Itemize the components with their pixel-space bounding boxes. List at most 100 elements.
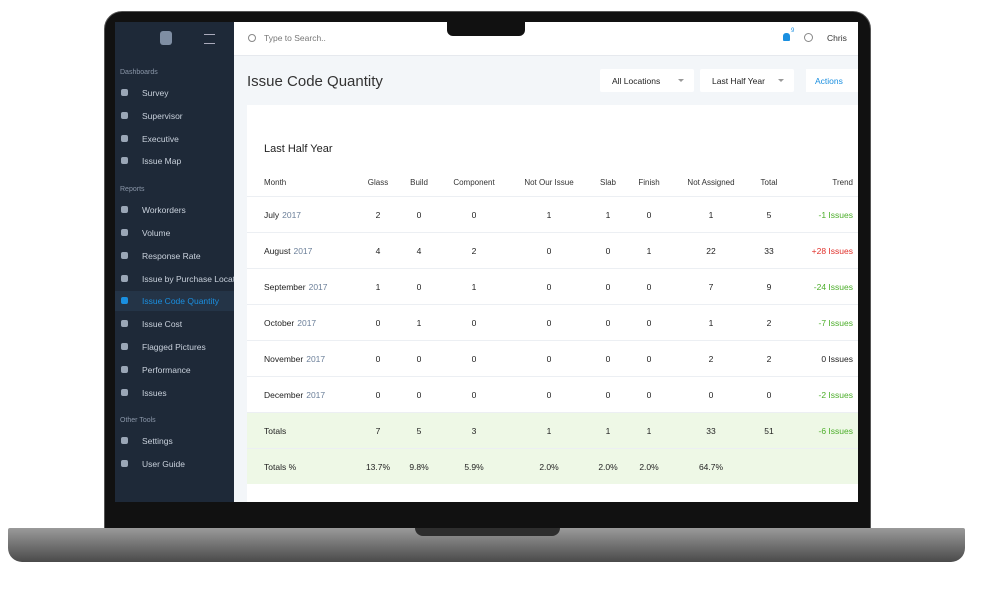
month-name: November xyxy=(264,354,304,364)
month-cell: November 2017 xyxy=(264,354,325,364)
page-title: Issue Code Quantity xyxy=(247,73,383,90)
table-title: Last Half Year xyxy=(264,143,333,155)
filter-dropdown[interactable]: Last Half Year xyxy=(700,69,794,92)
nav-item[interactable]: Performance xyxy=(142,364,191,375)
nav-icon xyxy=(121,297,128,305)
cell: 0 xyxy=(416,390,422,400)
row-label: Totals % xyxy=(264,462,297,472)
cell: 0 xyxy=(416,210,422,220)
cell: 2 xyxy=(766,354,772,364)
actions-label: Actions xyxy=(815,76,843,86)
cell: 1 xyxy=(375,282,381,292)
cell: 0 xyxy=(605,390,611,400)
month-name: August xyxy=(264,246,291,256)
cell: 51 xyxy=(764,426,774,436)
cell: 0 xyxy=(646,390,652,400)
filter-label: Last Half Year xyxy=(712,76,765,86)
nav-item[interactable]: Volume xyxy=(142,228,171,238)
cell: 0 xyxy=(546,246,552,256)
trend-cell: -6 Issues xyxy=(818,426,854,436)
cell: 1 xyxy=(708,210,714,220)
trend-cell: 0 Issues xyxy=(821,354,853,364)
cell: 4 xyxy=(416,246,422,256)
top-bar: Type to Search.. 9 Chris xyxy=(234,22,858,56)
column-header: Component xyxy=(453,178,495,187)
nav-item[interactable]: Survey xyxy=(142,88,169,98)
row-divider xyxy=(247,268,858,269)
cell: 0 xyxy=(546,318,552,328)
cell: 1 xyxy=(546,210,552,220)
month-cell: December 2017 xyxy=(264,390,325,400)
nav-item[interactable]: Executive xyxy=(142,133,179,144)
cell: 33 xyxy=(706,426,716,436)
cell: 1 xyxy=(646,426,652,436)
month-year: 2017 xyxy=(308,282,328,292)
nav-item[interactable]: Flagged Pictures xyxy=(142,342,206,352)
nav-icon xyxy=(121,460,128,468)
cell: 0 xyxy=(471,210,477,220)
row-divider xyxy=(247,196,858,197)
table-card: Last Half Year Month Glass Build Component No… xyxy=(247,105,858,502)
row-divider xyxy=(247,376,858,377)
actions-button[interactable]: Actions xyxy=(806,69,858,92)
trend-cell: -24 Issues xyxy=(813,282,853,292)
row-divider xyxy=(247,304,858,305)
cell: 2 xyxy=(471,246,477,256)
cell: 0 xyxy=(708,390,714,400)
month-cell: September 2017 xyxy=(264,282,328,292)
cell: 0 xyxy=(416,282,422,292)
screen: Dashboards Survey Supervisor Executive Issue… xyxy=(115,22,858,502)
cell: 0 xyxy=(546,282,552,292)
cell: 0 xyxy=(605,246,611,256)
cell: 7 xyxy=(375,426,381,436)
cell: 0 xyxy=(605,282,611,292)
search-input[interactable]: Type to Search.. xyxy=(264,33,326,43)
trend-cell: -1 Issues xyxy=(818,210,854,220)
nav-icon xyxy=(121,206,128,214)
cell: 1 xyxy=(471,282,477,292)
menu-toggle[interactable] xyxy=(204,34,215,44)
cell: 7 xyxy=(708,282,714,292)
bell-icon[interactable] xyxy=(783,33,790,41)
trend-cell: -7 Issues xyxy=(818,318,854,328)
nav-item[interactable]: Issue by Purchase Locat xyxy=(142,273,234,284)
cell: 0 xyxy=(646,354,652,364)
cell: 0 xyxy=(375,318,381,328)
user-name[interactable]: Chris xyxy=(827,33,847,43)
nav-item[interactable]: Issue Cost xyxy=(142,319,183,330)
sidebar: Dashboards Survey Supervisor Executive Issue… xyxy=(115,22,234,502)
nav-icon xyxy=(121,251,128,259)
cell: 5 xyxy=(766,210,772,220)
nav-icon xyxy=(121,388,128,396)
nav-item[interactable]: Issues xyxy=(142,387,167,398)
logo xyxy=(160,31,172,45)
nav-icon xyxy=(121,437,128,445)
row-divider xyxy=(247,448,858,449)
dropdown-caret xyxy=(778,79,784,82)
nav-icon xyxy=(121,89,128,96)
cell: 0 xyxy=(646,282,652,292)
cell: 1 xyxy=(646,246,652,256)
cell: 22 xyxy=(706,246,716,256)
base-notch xyxy=(415,528,560,536)
month-year: 2017 xyxy=(297,318,317,328)
row-divider xyxy=(247,232,858,233)
cell: 9.8% xyxy=(409,462,429,472)
cell: 0 xyxy=(471,390,477,400)
nav-item[interactable]: Supervisor xyxy=(142,110,183,121)
cell: 1 xyxy=(708,318,714,328)
cell: 1 xyxy=(605,210,611,220)
nav-icon xyxy=(121,229,128,236)
nav-item[interactable]: User Guide xyxy=(142,459,185,470)
alarm-icon[interactable] xyxy=(804,33,813,42)
cell: 13.7% xyxy=(365,462,391,472)
filter-label: All Locations xyxy=(612,76,661,86)
month-name: December xyxy=(264,390,304,400)
nav-item[interactable]: Workorders xyxy=(142,205,186,216)
nav-item[interactable]: Response Rate xyxy=(142,250,201,261)
nav-item[interactable]: Settings xyxy=(142,436,173,447)
nav-item[interactable]: Issue Map xyxy=(142,156,182,167)
filter-dropdown[interactable]: All Locations xyxy=(600,69,694,92)
column-header: Month xyxy=(264,178,287,187)
nav-item[interactable]: Issue Code Quantity xyxy=(142,296,220,307)
